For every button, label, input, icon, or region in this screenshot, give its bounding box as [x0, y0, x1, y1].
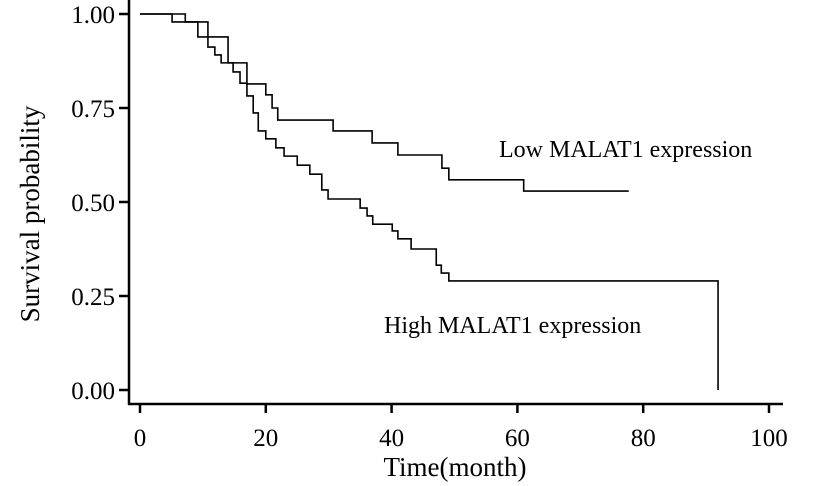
y-tick-label: 0.25	[71, 284, 115, 311]
y-ticks: 0.00 0.25 0.50 0.75 1.00	[71, 2, 129, 405]
y-tick-label: 0.75	[71, 96, 115, 123]
x-tick-label: 100	[750, 425, 788, 452]
annotation-high-expression: High MALAT1 expression	[384, 313, 641, 339]
axes: 0 20 40 60 80 100 0.00 0.25 0.50 0.75 1.00	[71, 0, 788, 452]
x-tick-label: 60	[505, 425, 530, 452]
survival-curve-low-malat1-expression	[140, 13, 629, 192]
x-tick-label: 0	[134, 425, 147, 452]
x-tick-label: 80	[631, 425, 656, 452]
x-tick-label: 40	[379, 425, 404, 452]
survival-curves	[140, 13, 719, 390]
y-tick-label: 1.00	[71, 2, 115, 29]
x-ticks: 0 20 40 60 80 100	[134, 404, 788, 452]
y-tick-label: 0.00	[71, 378, 115, 405]
y-tick-label: 0.50	[71, 190, 115, 217]
annotation-low-expression: Low MALAT1 expression	[499, 137, 752, 163]
x-axis-title: Time(month)	[383, 452, 526, 482]
x-tick-label: 20	[253, 425, 278, 452]
survival-curve-high-malat1-expression	[140, 13, 719, 390]
y-axis-title: Survival probability	[15, 105, 45, 322]
